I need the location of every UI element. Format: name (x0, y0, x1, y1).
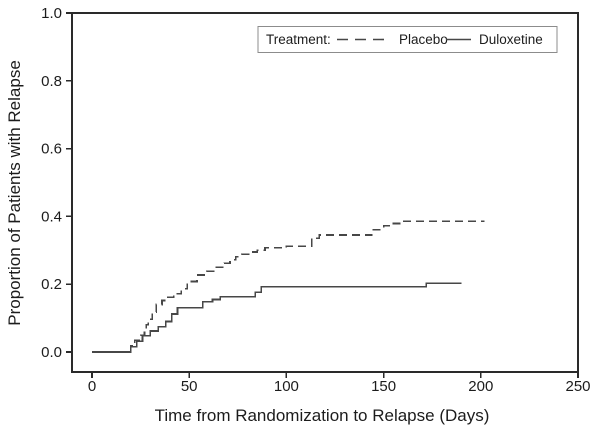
y-tick-label: 0.2 (41, 276, 62, 293)
x-tick-label: 200 (468, 378, 493, 395)
y-tick-label: 1.0 (41, 5, 62, 22)
y-axis-ticks: 0.0 0.2 0.4 0.6 0.8 1.0 (41, 5, 72, 361)
x-tick-label: 150 (371, 378, 396, 395)
plot-frame (71, 12, 579, 373)
legend-title: Treatment: (266, 32, 331, 47)
x-tick-label: 0 (88, 378, 96, 395)
legend: Treatment: Placebo Duloxetine (257, 25, 558, 54)
x-tick-label: 100 (274, 378, 299, 395)
y-tick-label: 0.0 (41, 344, 62, 361)
duloxetine-curve (92, 282, 462, 353)
legend-placebo-label: Placebo (399, 32, 448, 47)
x-axis-ticks: 0 50 100 150 200 250 (88, 372, 591, 395)
y-tick-label: 0.8 (41, 73, 62, 90)
y-axis-label: Proportion of Patients with Relapse (5, 60, 24, 326)
survival-curves (92, 220, 485, 353)
legend-duloxetine-label: Duloxetine (479, 32, 543, 47)
x-tick-label: 50 (181, 378, 198, 395)
placebo-curve (92, 220, 485, 353)
legend-box (257, 25, 558, 54)
y-tick-label: 0.6 (41, 141, 62, 158)
x-axis-label: Time from Randomization to Relapse (Days… (155, 406, 490, 425)
x-tick-label: 250 (565, 378, 590, 395)
y-tick-label: 0.4 (41, 208, 62, 225)
